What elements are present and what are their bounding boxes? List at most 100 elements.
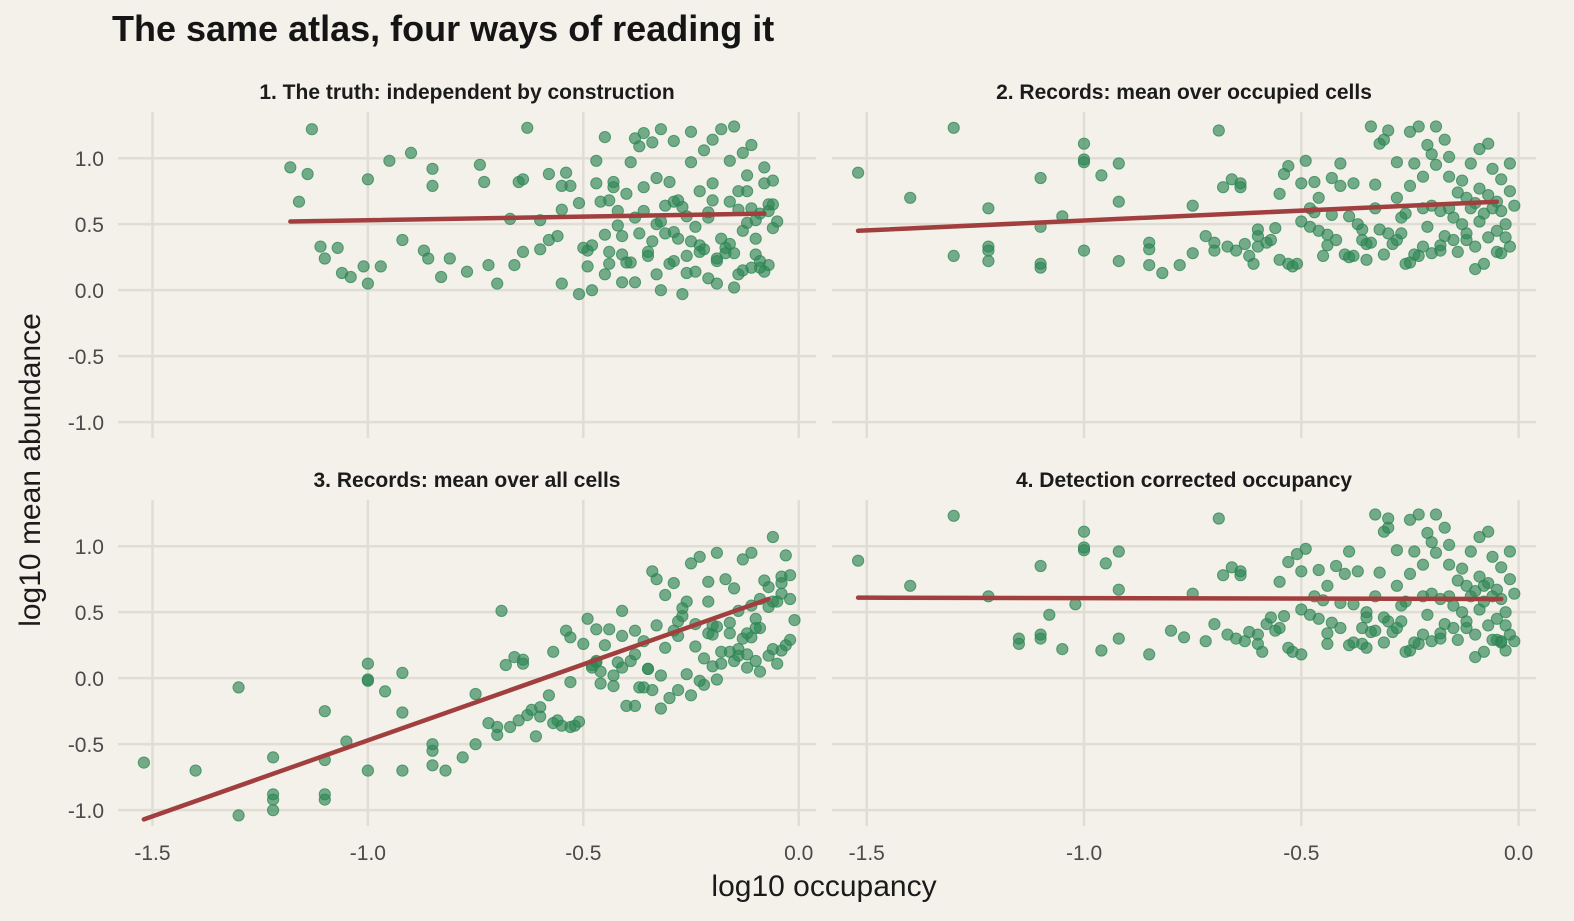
panel-3-point-103 bbox=[723, 616, 736, 629]
panel-2-point-64 bbox=[1334, 179, 1347, 192]
panel-1-point-24 bbox=[478, 175, 491, 189]
panel-2-point-117 bbox=[1482, 231, 1495, 244]
panel-2-point-52 bbox=[1295, 177, 1308, 190]
panel-4-point-133 bbox=[1321, 627, 1334, 640]
panel-4-point-118 bbox=[1495, 561, 1508, 574]
panel-4-point-46 bbox=[1295, 648, 1308, 661]
panel-4-point-83 bbox=[1408, 545, 1421, 558]
panel-1-point-32 bbox=[521, 121, 534, 134]
panel-1-point-26 bbox=[491, 277, 504, 290]
panel-3-point-97 bbox=[710, 546, 724, 559]
panel-1-point-1 bbox=[292, 195, 306, 208]
panel-2-point-152 bbox=[1356, 233, 1369, 247]
panel-1-point-107 bbox=[723, 154, 736, 167]
panel-1-point-19 bbox=[426, 179, 439, 192]
panel-4-point-68 bbox=[1369, 508, 1382, 521]
panel-2-point-123 bbox=[1495, 173, 1508, 186]
y-axis-label: log10 mean abundance bbox=[14, 313, 47, 627]
panel-1-point-131 bbox=[555, 179, 568, 192]
panel-4-point-0 bbox=[852, 554, 865, 567]
panel-2-point-149 bbox=[1408, 248, 1421, 261]
panel-3-point-74 bbox=[646, 684, 659, 697]
panel-4-point-45 bbox=[1290, 548, 1304, 561]
panel-3-point-30 bbox=[491, 720, 504, 734]
panel-2-point-106 bbox=[1451, 245, 1464, 258]
panel-2-point-59 bbox=[1317, 249, 1330, 262]
panel-1-point-41 bbox=[572, 288, 586, 301]
panel-1-point-146 bbox=[732, 268, 745, 281]
panel-1-point-38 bbox=[560, 166, 573, 179]
panel-1-point-140 bbox=[702, 272, 715, 285]
panel-1-point-132 bbox=[650, 268, 663, 281]
panel-3-point-92 bbox=[697, 652, 711, 665]
panel-2-point-58 bbox=[1312, 191, 1325, 204]
panel-3-point-125 bbox=[779, 549, 792, 562]
panel-1-point-89 bbox=[684, 125, 698, 138]
panel-2-point-87 bbox=[1403, 125, 1417, 138]
panel-1-point-159 bbox=[745, 138, 758, 152]
panel-1-point-54 bbox=[607, 181, 620, 194]
panel-1-ytick-label-0: -1.0 bbox=[68, 412, 104, 435]
panel-2-point-71 bbox=[1356, 223, 1369, 236]
panel-1-point-134 bbox=[684, 156, 698, 169]
panel-4-point-92 bbox=[1429, 546, 1443, 559]
panel-2-point-148 bbox=[1295, 215, 1308, 228]
panel-1-point-14 bbox=[396, 233, 409, 247]
panel-1-point-147 bbox=[766, 222, 780, 235]
panel-1-point-61 bbox=[624, 156, 637, 169]
panel-1-point-66 bbox=[633, 140, 646, 153]
panel-2-point-65 bbox=[1334, 157, 1347, 170]
panel-3-point-15 bbox=[361, 673, 374, 686]
panel-1-fit-line bbox=[288, 211, 767, 224]
panel-2-point-138 bbox=[1343, 251, 1356, 264]
panel-3-point-128 bbox=[784, 592, 797, 606]
panel-4-point-59 bbox=[1338, 567, 1351, 581]
panel-3-point-51 bbox=[572, 715, 586, 728]
panel-3-point-134 bbox=[672, 615, 685, 628]
panel-3-point-145 bbox=[650, 619, 663, 632]
panel-3-point-33 bbox=[504, 720, 517, 734]
panel-1-point-31 bbox=[516, 173, 530, 186]
panel-1-ytick-label-1: -0.5 bbox=[68, 346, 104, 369]
panel-1-point-99 bbox=[706, 194, 719, 207]
panel-3-point-22 bbox=[426, 744, 439, 757]
panel-4-point-106 bbox=[1464, 545, 1477, 558]
panel-1-point-17 bbox=[422, 252, 435, 265]
panel-3-point-61 bbox=[607, 680, 620, 693]
panel-3-point-101 bbox=[719, 573, 732, 586]
panel-2-point-7 bbox=[982, 244, 995, 257]
panel-3-point-127 bbox=[784, 633, 797, 647]
panel-4-point-25 bbox=[1208, 618, 1221, 631]
panel-2-point-142 bbox=[1251, 240, 1265, 253]
panel-4-fit-line bbox=[855, 595, 1504, 602]
panel-4-point-124 bbox=[1508, 587, 1521, 600]
panel-4-point-82 bbox=[1403, 513, 1417, 526]
panel-1-point-144 bbox=[719, 247, 732, 260]
panel-2-point-157 bbox=[1469, 263, 1482, 276]
panel-4-point-7 bbox=[1034, 632, 1047, 645]
panel-3-point-93 bbox=[702, 575, 715, 588]
panel-3-point-108 bbox=[741, 661, 754, 674]
panel-4-point-157 bbox=[1469, 651, 1482, 664]
panel-1-point-25 bbox=[482, 259, 495, 272]
panel-3-point-151 bbox=[702, 595, 715, 608]
panel-2-point-10 bbox=[1034, 171, 1047, 185]
panel-1-point-4 bbox=[314, 240, 327, 253]
panel-4-point-96 bbox=[1438, 521, 1451, 534]
panel-4-point-101 bbox=[1451, 633, 1464, 647]
panel-2-point-19 bbox=[1112, 255, 1125, 268]
panel-2-point-28 bbox=[1199, 230, 1212, 243]
panel-4-point-41 bbox=[1277, 610, 1291, 623]
panel-1-point-40 bbox=[572, 197, 586, 210]
panel-1-point-35 bbox=[551, 230, 564, 243]
panel-4-point-131 bbox=[1403, 567, 1417, 581]
panel-3-point-43 bbox=[542, 689, 556, 702]
panel-2-point-91 bbox=[1416, 240, 1430, 253]
panel-2-point-67 bbox=[1343, 210, 1356, 223]
panel-1-point-23 bbox=[473, 158, 486, 171]
panel-3-point-148 bbox=[590, 623, 603, 636]
panel-3-point-26 bbox=[469, 687, 482, 701]
panel-3-point-7 bbox=[267, 804, 280, 817]
panel-4-point-121 bbox=[1499, 606, 1512, 619]
